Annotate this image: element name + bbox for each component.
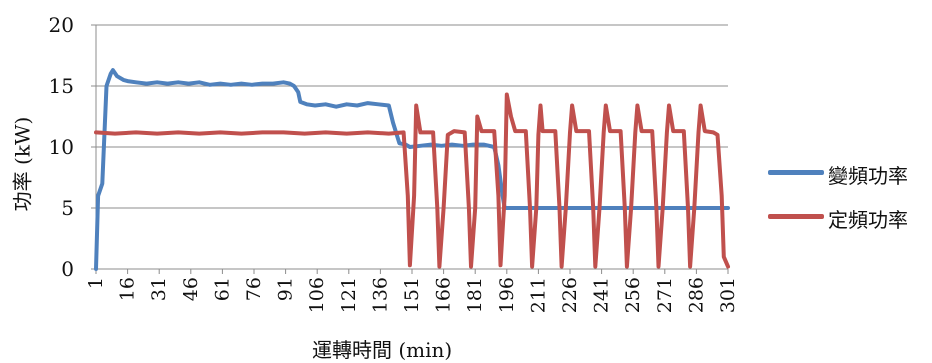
series-line-variable-frequency: [94, 68, 730, 271]
x-tick-label-211: 211: [527, 277, 549, 313]
x-tick-label-31: 31: [148, 277, 170, 301]
x-tick-label-241: 241: [591, 277, 613, 313]
x-axis-ticks: 1 16 31 46 61 76 91 106 121 136 151 166 181 196 211 226…: [85, 269, 739, 313]
x-tick-label-226: 226: [559, 277, 581, 313]
x-axis-label: 運轉時間 (min): [312, 338, 453, 362]
y-axis-ticks: 0 5 10 15 20: [49, 13, 96, 281]
x-tick-label-106: 106: [306, 277, 328, 313]
x-tick-label-61: 61: [211, 277, 233, 301]
legend-label-variable-frequency: 變頻功率: [828, 164, 908, 188]
x-tick-label-46: 46: [180, 277, 202, 301]
x-tick-label-76: 76: [243, 277, 265, 301]
x-tick-label-181: 181: [464, 277, 486, 313]
y-tick-label-0: 0: [61, 257, 74, 281]
series-line-fixed-frequency: [94, 92, 730, 269]
x-tick-label-121: 121: [338, 277, 360, 313]
x-tick-label-16: 16: [117, 277, 139, 301]
x-tick-label-1: 1: [85, 277, 107, 289]
x-tick-label-286: 286: [685, 277, 707, 313]
x-tick-label-151: 151: [401, 277, 423, 313]
y-tick-label-5: 5: [61, 196, 74, 220]
y-tick-label-15: 15: [49, 74, 74, 98]
y-axis-label: 功率 (kW): [10, 116, 35, 212]
x-tick-label-91: 91: [275, 277, 297, 301]
y-axis-label-box: 功率 (kW): [8, 94, 35, 234]
legend-swatch-fixed-frequency: [768, 214, 824, 219]
x-tick-label-136: 136: [369, 277, 391, 313]
legend-label-fixed-frequency: 定頻功率: [828, 208, 908, 232]
x-tick-label-301: 301: [717, 277, 739, 313]
y-tick-label-10: 10: [49, 135, 74, 159]
series-lines: [94, 68, 730, 271]
x-tick-label-166: 166: [433, 277, 455, 313]
x-tick-label-196: 196: [496, 277, 518, 313]
x-tick-label-271: 271: [654, 277, 676, 313]
x-tick-label-256: 256: [622, 277, 644, 313]
legend-swatch-variable-frequency: [768, 170, 824, 175]
y-tick-label-20: 20: [49, 13, 74, 37]
